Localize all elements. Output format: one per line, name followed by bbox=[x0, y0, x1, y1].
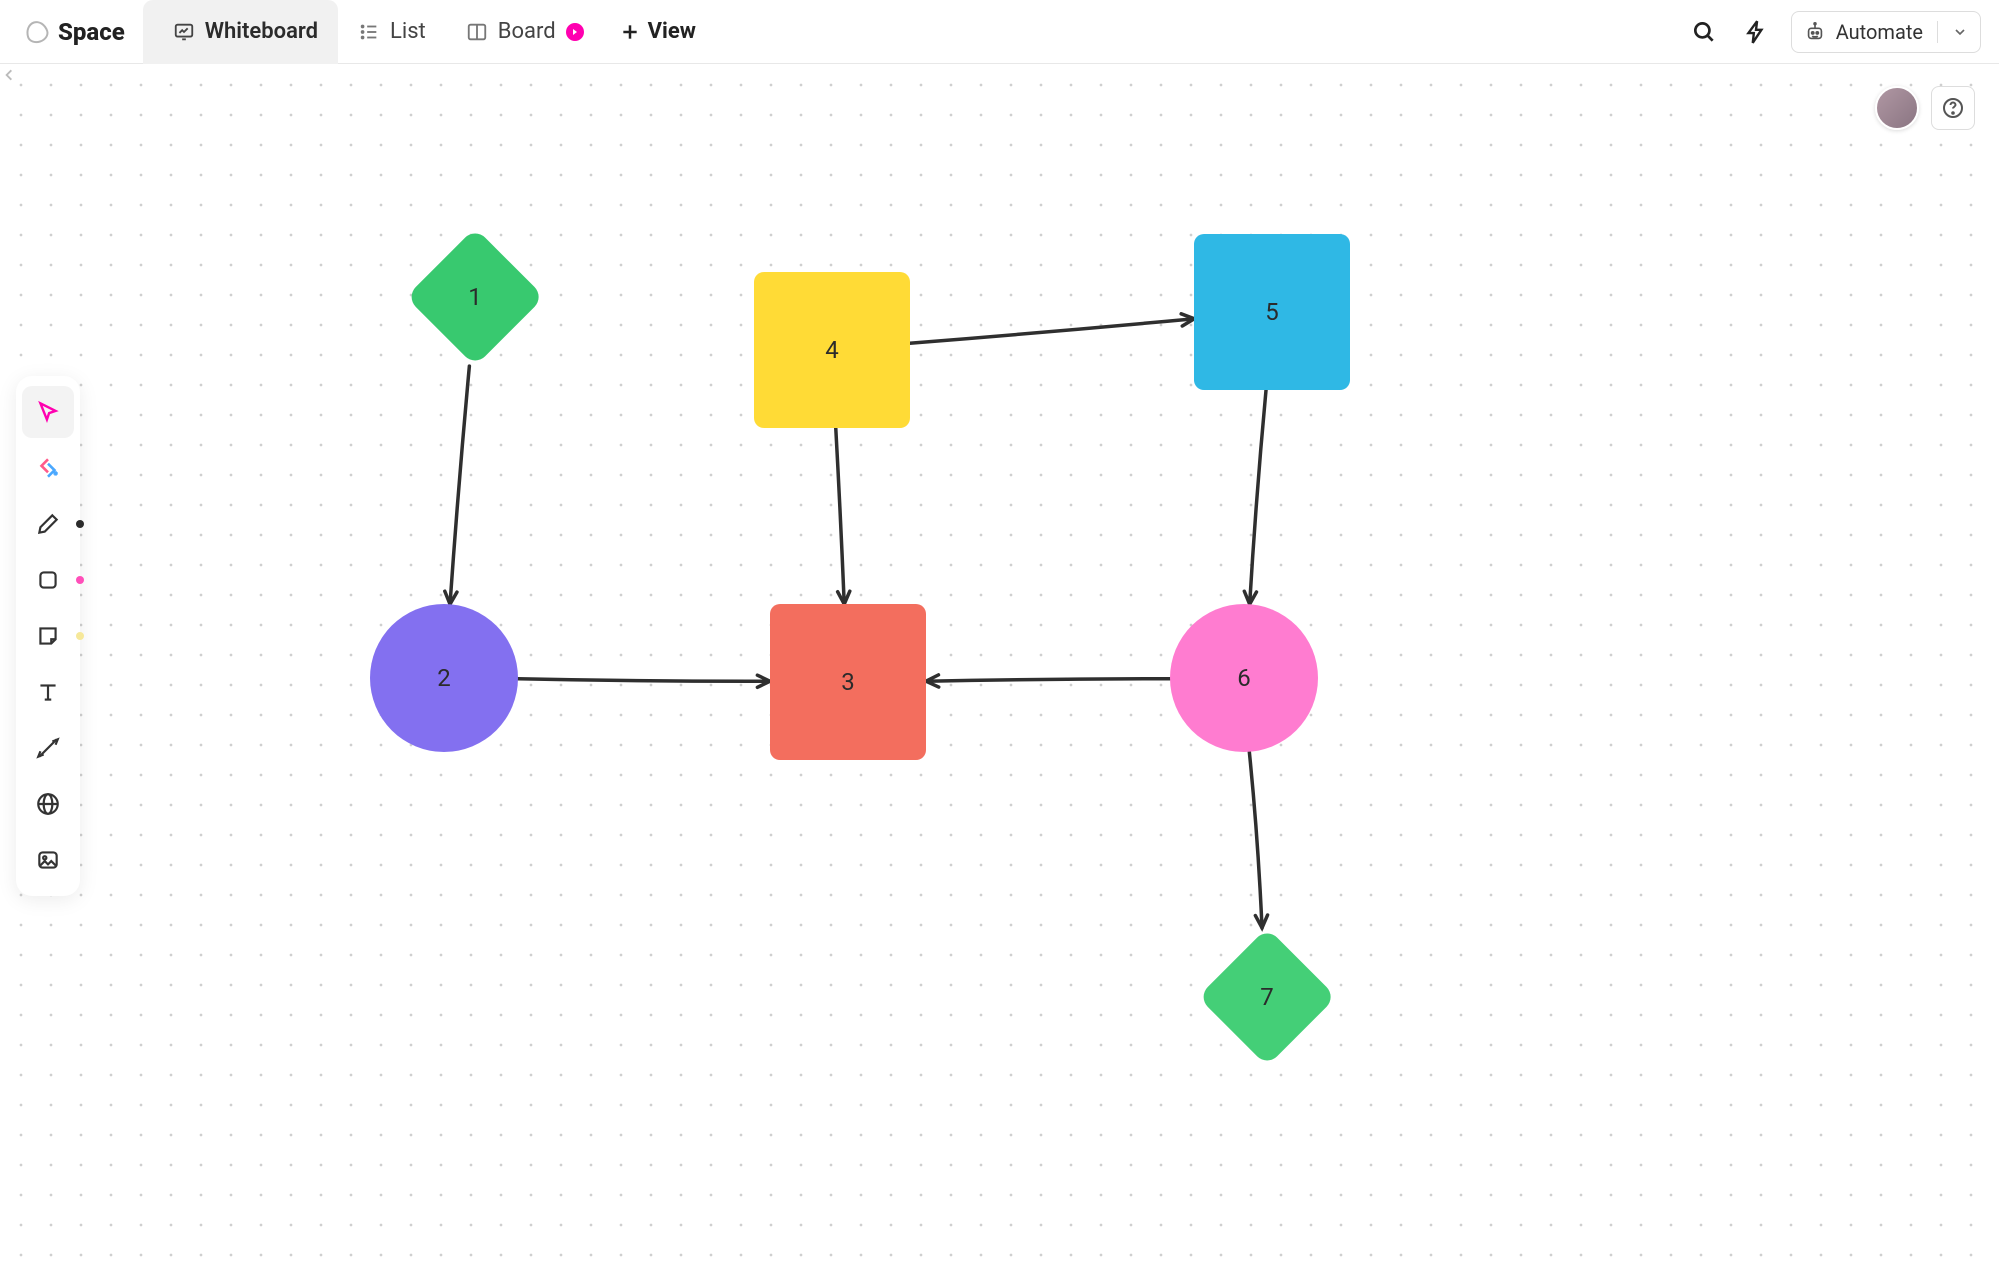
top-bar-right: Automate bbox=[1687, 11, 1981, 53]
pen-tool[interactable] bbox=[22, 498, 74, 550]
ai-icon bbox=[35, 455, 61, 481]
node-label: 2 bbox=[437, 664, 451, 692]
sticky-color-dot bbox=[76, 632, 84, 640]
divider bbox=[1937, 21, 1938, 43]
pointer-icon bbox=[35, 399, 61, 425]
search-icon bbox=[1691, 19, 1717, 45]
pen-color-dot bbox=[76, 520, 84, 528]
whiteboard-icon bbox=[173, 21, 195, 43]
shape-tool[interactable] bbox=[22, 554, 74, 606]
top-bar-left: Space Whiteboard List Board View bbox=[18, 0, 712, 64]
node-label: 1 bbox=[468, 283, 482, 311]
text-tool[interactable] bbox=[22, 666, 74, 718]
text-icon bbox=[35, 679, 61, 705]
bolt-button[interactable] bbox=[1739, 15, 1773, 49]
add-view-label: View bbox=[648, 19, 696, 44]
node-6[interactable]: 6 bbox=[1170, 604, 1318, 752]
image-tool[interactable] bbox=[22, 834, 74, 886]
shape-color-dot bbox=[76, 576, 84, 584]
board-icon bbox=[466, 21, 488, 43]
robot-icon bbox=[1804, 21, 1826, 43]
automate-label: Automate bbox=[1836, 20, 1923, 44]
list-icon bbox=[358, 21, 380, 43]
globe-icon bbox=[35, 791, 61, 817]
space-icon bbox=[23, 18, 51, 46]
top-bar: Space Whiteboard List Board View bbox=[0, 0, 1999, 64]
tab-board[interactable]: Board bbox=[446, 0, 604, 64]
space-label: Space bbox=[58, 18, 125, 46]
node-3[interactable]: 3 bbox=[770, 604, 926, 760]
help-icon bbox=[1941, 96, 1965, 120]
help-button[interactable] bbox=[1931, 86, 1975, 130]
node-5[interactable]: 5 bbox=[1194, 234, 1350, 390]
node-label: 6 bbox=[1237, 664, 1251, 692]
shape-icon bbox=[35, 567, 61, 593]
add-view-button[interactable]: View bbox=[604, 19, 712, 44]
whiteboard-canvas[interactable] bbox=[0, 64, 1999, 1272]
image-icon bbox=[35, 847, 61, 873]
web-embed-tool[interactable] bbox=[22, 778, 74, 830]
pointer-tool[interactable] bbox=[22, 386, 74, 438]
automate-button[interactable]: Automate bbox=[1791, 11, 1981, 53]
tab-label: Whiteboard bbox=[205, 19, 318, 44]
board-badge-icon bbox=[566, 23, 584, 41]
node-label: 4 bbox=[825, 336, 839, 364]
connector-tool[interactable] bbox=[22, 722, 74, 774]
node-4[interactable]: 4 bbox=[754, 272, 910, 428]
canvas-area bbox=[0, 64, 1999, 1272]
collapse-handle-icon[interactable] bbox=[2, 68, 16, 82]
pen-icon bbox=[35, 511, 61, 537]
tab-list[interactable]: List bbox=[338, 0, 446, 64]
plus-icon bbox=[620, 22, 640, 42]
search-button[interactable] bbox=[1687, 15, 1721, 49]
bolt-icon bbox=[1743, 19, 1769, 45]
canvas-top-right bbox=[1875, 86, 1975, 130]
node-label: 5 bbox=[1265, 298, 1279, 326]
node-2[interactable]: 2 bbox=[370, 604, 518, 752]
space-brand[interactable]: Space bbox=[18, 18, 143, 46]
tab-label: Board bbox=[498, 19, 556, 44]
connector-icon bbox=[35, 735, 61, 761]
chevron-down-icon bbox=[1952, 24, 1968, 40]
toolbox bbox=[16, 376, 80, 896]
tab-label: List bbox=[390, 19, 426, 44]
node-label: 7 bbox=[1260, 983, 1274, 1011]
sticky-icon bbox=[35, 623, 61, 649]
sticky-note-tool[interactable] bbox=[22, 610, 74, 662]
ai-tool[interactable] bbox=[22, 442, 74, 494]
tab-whiteboard[interactable]: Whiteboard bbox=[143, 0, 338, 64]
user-avatar[interactable] bbox=[1875, 86, 1919, 130]
node-label: 3 bbox=[841, 668, 855, 696]
